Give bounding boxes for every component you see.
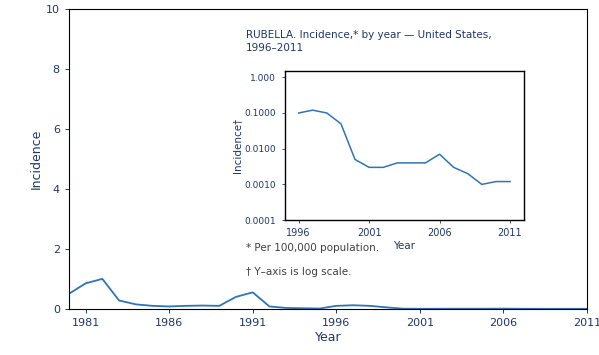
Text: RUBELLA. Incidence,* by year — United States,
1996–2011: RUBELLA. Incidence,* by year — United St… <box>246 30 491 53</box>
Text: † Y–axis is log scale.: † Y–axis is log scale. <box>246 267 351 277</box>
X-axis label: Year: Year <box>394 241 415 251</box>
X-axis label: Year: Year <box>314 331 341 344</box>
Text: * Per 100,000 population.: * Per 100,000 population. <box>246 243 379 253</box>
Y-axis label: Incidence: Incidence <box>30 129 43 189</box>
Y-axis label: Incidence†: Incidence† <box>232 118 242 173</box>
